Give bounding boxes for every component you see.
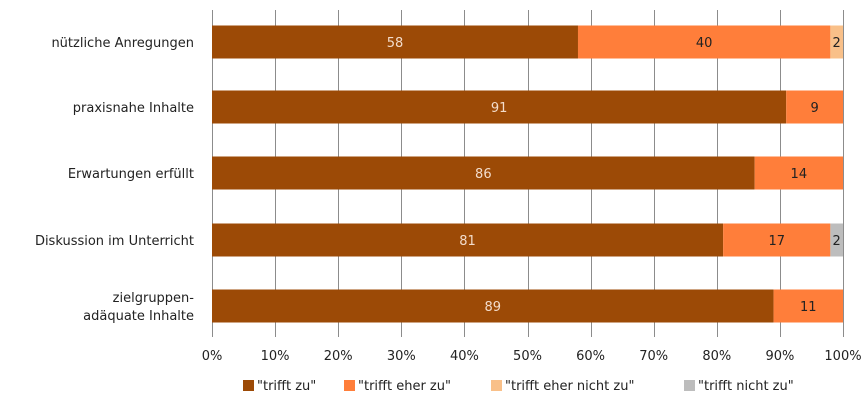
data-label: 58 [387, 36, 404, 51]
tick-label: 100% [824, 349, 861, 364]
legend-label: "trifft zu" [257, 379, 316, 394]
tick-label: 80% [702, 349, 731, 364]
bar-segment [212, 25, 578, 59]
bar-segment [786, 90, 843, 124]
data-label: 9 [810, 101, 818, 116]
data-label: 2 [833, 234, 841, 249]
bar-segment [754, 156, 843, 190]
category-label: Erwartungen erfüllt [68, 167, 194, 182]
bar-segment [212, 90, 787, 124]
bar-segment [830, 25, 843, 59]
x-axis-tick-labels: 0% 10% 20% 30% 40% 50% 60% 70% 80% 90% 100% [202, 349, 862, 364]
data-label: 14 [791, 167, 808, 182]
legend-swatch [491, 380, 502, 391]
legend-swatch [243, 380, 254, 391]
tick-label: 30% [387, 349, 416, 364]
bars [212, 25, 843, 323]
tick-label: 70% [639, 349, 668, 364]
data-label: 89 [485, 300, 502, 315]
category-label: zielgruppen-adäquate Inhalte [83, 291, 194, 324]
bar-segment [212, 156, 755, 190]
category-label: Diskussion im Unterricht [35, 234, 194, 249]
legend-swatch [684, 380, 695, 391]
data-label: 86 [475, 167, 492, 182]
data-label: 11 [800, 300, 817, 315]
legend-label: "trifft eher nicht zu" [505, 379, 634, 394]
legend-label: "trifft eher zu" [358, 379, 451, 394]
tick-label: 20% [324, 349, 353, 364]
category-label: nützliche Anregungen [51, 36, 194, 51]
bar-segment [723, 223, 831, 257]
bar-segment [212, 223, 724, 257]
legend-swatch [344, 380, 355, 391]
bar-segment [773, 289, 843, 323]
bar-segment [830, 223, 843, 257]
category-label: praxisnahe Inhalte [73, 101, 194, 116]
data-label: 17 [768, 234, 785, 249]
legend: "trifft zu" "trifft eher zu" "trifft eher … [243, 379, 794, 394]
tick-label: 90% [765, 349, 794, 364]
value-labels: 58 40 2 91 9 86 14 81 17 2 89 11 [387, 36, 841, 315]
data-label: 40 [696, 36, 713, 51]
bar-segment [577, 25, 831, 59]
legend-label: "trifft nicht zu" [698, 379, 794, 394]
tick-label: 40% [450, 349, 479, 364]
data-label: 81 [459, 234, 476, 249]
category-labels: nützliche Anregungen praxisnahe Inhalte Er… [35, 36, 194, 324]
tick-label: 50% [513, 349, 542, 364]
tick-label: 0% [202, 349, 223, 364]
data-label: 2 [833, 36, 841, 51]
bar-segment [212, 289, 774, 323]
tick-label: 60% [576, 349, 605, 364]
data-label: 91 [491, 101, 508, 116]
tick-label: 10% [261, 349, 290, 364]
